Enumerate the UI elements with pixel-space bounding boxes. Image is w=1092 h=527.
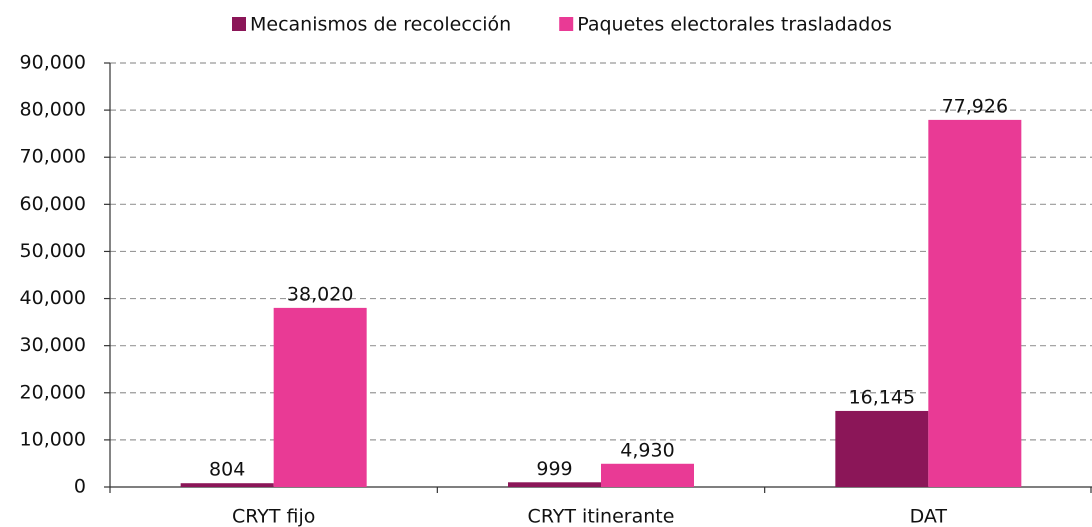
legend-label: Mecanismos de recolección	[250, 14, 511, 36]
y-tick-label: 0	[74, 476, 86, 498]
y-tick-label: 90,000	[20, 52, 86, 74]
bar	[180, 483, 274, 487]
data-label: 4,930	[620, 439, 674, 461]
bar	[273, 307, 367, 487]
x-tick-label: CRYT itinerante	[528, 506, 675, 527]
legend-swatch	[232, 17, 246, 31]
y-tick-label: 10,000	[20, 428, 86, 450]
y-tick-label: 60,000	[20, 193, 86, 215]
legend-label: Paquetes electorales trasladados	[577, 14, 892, 36]
bar	[835, 410, 929, 487]
bar	[601, 463, 694, 487]
data-label: 16,145	[849, 386, 915, 408]
bar	[928, 119, 1022, 487]
legend-swatch	[559, 17, 574, 31]
y-tick-label: 30,000	[20, 334, 86, 356]
data-label: 38,020	[287, 283, 353, 305]
x-tick-label: DAT	[910, 506, 948, 527]
y-tick-label: 40,000	[20, 287, 86, 309]
y-tick-label: 20,000	[20, 381, 86, 403]
bar	[508, 482, 601, 487]
x-tick-label: CRYT fijo	[232, 506, 315, 527]
data-label: 77,926	[942, 95, 1008, 117]
data-label: 804	[209, 459, 245, 481]
data-label: 999	[536, 458, 572, 480]
y-tick-label: 80,000	[20, 99, 86, 121]
y-tick-label: 70,000	[20, 146, 86, 168]
y-tick-label: 50,000	[20, 240, 86, 262]
